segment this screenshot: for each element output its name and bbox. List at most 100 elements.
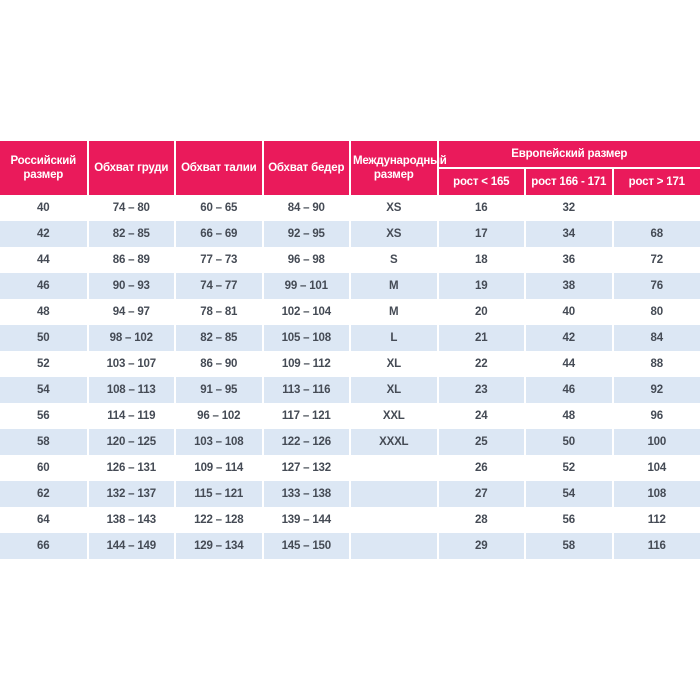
table-cell: 92 – 95: [262, 221, 351, 247]
table-cell: 129 – 134: [175, 533, 264, 559]
table-cell: 96 – 102: [175, 403, 264, 429]
table-cell: 36: [525, 247, 614, 273]
table-cell: 108 – 113: [87, 377, 176, 403]
table-cell: XS: [350, 221, 439, 247]
table-cell: 25: [437, 429, 526, 455]
table-cell: 96 – 98: [262, 247, 351, 273]
col-header-height-lt-165: рост < 165: [437, 168, 526, 195]
table-cell: 90 – 93: [87, 273, 176, 299]
table-cell: [612, 195, 700, 221]
table-cell: [350, 481, 439, 507]
table-row: 44 86 – 89 77 – 73 96 – 98 S 18 36 72: [0, 247, 700, 273]
size-table: Российский размер Обхват груди Обхват та…: [0, 141, 700, 559]
table-cell: XXXL: [350, 429, 439, 455]
table-cell: 40: [525, 299, 614, 325]
table-cell: 115 – 121: [175, 481, 264, 507]
table-cell: 38: [525, 273, 614, 299]
table-row: 62 132 – 137 115 – 121 133 – 138 27 54 108: [0, 481, 700, 507]
table-cell: 102 – 104: [262, 299, 351, 325]
col-header-european-size: Европейский размер: [437, 141, 700, 169]
table-cell: 34: [525, 221, 614, 247]
table-cell: 100: [612, 429, 700, 455]
table-cell: 66 – 69: [175, 221, 264, 247]
table-cell: 54: [525, 481, 614, 507]
table-cell: 42: [0, 221, 89, 247]
table-row: 40 74 – 80 60 – 65 84 – 90 XS 16 32: [0, 195, 700, 221]
table-body: 40 74 – 80 60 – 65 84 – 90 XS 16 32 42 82 – 85 66…: [0, 195, 700, 559]
table-cell: S: [350, 247, 439, 273]
table-cell: 84 – 90: [262, 195, 351, 221]
table-cell: 113 – 116: [262, 377, 351, 403]
table-row: 46 90 – 93 74 – 77 99 – 101 M 19 38 76: [0, 273, 700, 299]
table-cell: 103 – 107: [87, 351, 176, 377]
table-cell: 82 – 85: [175, 325, 264, 351]
col-header-chest: Обхват груди: [87, 141, 176, 195]
table-cell: 105 – 108: [262, 325, 351, 351]
table-row: 50 98 – 102 82 – 85 105 – 108 L 21 42 84: [0, 325, 700, 351]
table-cell: 84: [612, 325, 700, 351]
table-row: 42 82 – 85 66 – 69 92 – 95 XS 17 34 68: [0, 221, 700, 247]
table-cell: 68: [612, 221, 700, 247]
table-cell: 108: [612, 481, 700, 507]
table-cell: 120 – 125: [87, 429, 176, 455]
table-cell: 44: [525, 351, 614, 377]
table-cell: 116: [612, 533, 700, 559]
table-cell: [350, 533, 439, 559]
col-header-height-gt-171: рост > 171: [612, 168, 700, 195]
table-cell: 50: [0, 325, 89, 351]
table-cell: 54: [0, 377, 89, 403]
table-cell: 109 – 112: [262, 351, 351, 377]
table-cell: 82 – 85: [87, 221, 176, 247]
table-cell: 80: [612, 299, 700, 325]
table-cell: 60 – 65: [175, 195, 264, 221]
table-cell: 104: [612, 455, 700, 481]
table-cell: 109 – 114: [175, 455, 264, 481]
table-cell: 27: [437, 481, 526, 507]
table-cell: XL: [350, 351, 439, 377]
table-cell: 99 – 101: [262, 273, 351, 299]
table-cell: 103 – 108: [175, 429, 264, 455]
table-row: 54 108 – 113 91 – 95 113 – 116 XL 23 46 92: [0, 377, 700, 403]
table-cell: 77 – 73: [175, 247, 264, 273]
table-cell: 46: [0, 273, 89, 299]
table-cell: 76: [612, 273, 700, 299]
table-cell: 46: [525, 377, 614, 403]
table-row: 52 103 – 107 86 – 90 109 – 112 XL 22 44 88: [0, 351, 700, 377]
table-cell: [350, 507, 439, 533]
table-cell: XL: [350, 377, 439, 403]
table-cell: 94 – 97: [87, 299, 176, 325]
table-cell: 66: [0, 533, 89, 559]
table-cell: 18: [437, 247, 526, 273]
table-cell: 144 – 149: [87, 533, 176, 559]
table-cell: 40: [0, 195, 89, 221]
table-cell: 127 – 132: [262, 455, 351, 481]
table-cell: 64: [0, 507, 89, 533]
table-row: 66 144 – 149 129 – 134 145 – 150 29 58 116: [0, 533, 700, 559]
table-cell: 48: [0, 299, 89, 325]
table-cell: 112: [612, 507, 700, 533]
table-cell: 86 – 90: [175, 351, 264, 377]
table-cell: [350, 455, 439, 481]
table-cell: 56: [0, 403, 89, 429]
table-cell: 24: [437, 403, 526, 429]
table-cell: 22: [437, 351, 526, 377]
table-cell: 20: [437, 299, 526, 325]
table-cell: 92: [612, 377, 700, 403]
table-cell: 88: [612, 351, 700, 377]
table-cell: 19: [437, 273, 526, 299]
table-cell: 122 – 128: [175, 507, 264, 533]
table-cell: 74 – 77: [175, 273, 264, 299]
table-cell: 21: [437, 325, 526, 351]
table-cell: 29: [437, 533, 526, 559]
table-cell: 96: [612, 403, 700, 429]
table-cell: 98 – 102: [87, 325, 176, 351]
col-header-hips: Обхват бедер: [262, 141, 351, 195]
table-cell: L: [350, 325, 439, 351]
table-cell: 17: [437, 221, 526, 247]
table-cell: 52: [0, 351, 89, 377]
table-cell: 28: [437, 507, 526, 533]
col-header-russian-size: Российский размер: [0, 141, 89, 195]
header-row-main: Российский размер Обхват груди Обхват та…: [0, 141, 700, 195]
table-cell: 32: [525, 195, 614, 221]
